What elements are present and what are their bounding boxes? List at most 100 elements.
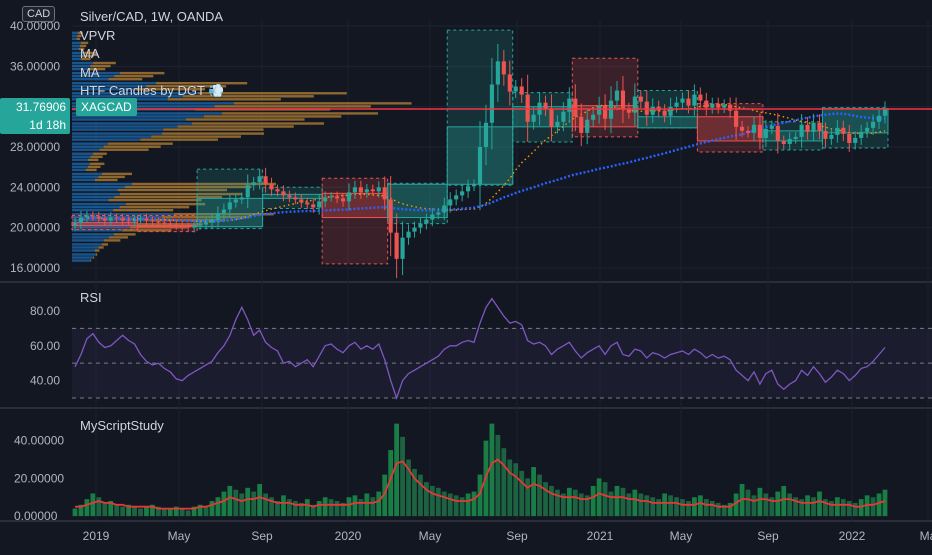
candle-body xyxy=(233,199,238,203)
candle-body xyxy=(317,201,322,208)
candle-body xyxy=(78,217,84,223)
candle-body xyxy=(388,199,393,233)
candle-body xyxy=(573,98,578,117)
study-bar xyxy=(763,493,769,517)
candle-body xyxy=(126,220,131,222)
volume-profile-up xyxy=(72,208,114,212)
candle-body xyxy=(323,197,328,202)
study-bar xyxy=(90,493,96,517)
volume-profile-up xyxy=(72,61,93,65)
htf-box-body xyxy=(762,130,823,142)
candle-body xyxy=(227,202,232,210)
study-bar xyxy=(245,487,251,517)
x-tick-label: 2021 xyxy=(587,529,614,543)
study-bar xyxy=(733,493,739,517)
indicator-vpvr[interactable]: VPVR xyxy=(80,27,116,43)
volume-profile-up xyxy=(72,145,104,148)
candle-body xyxy=(406,231,411,238)
volume-profile-up xyxy=(72,128,164,131)
volume-profile-down xyxy=(76,37,81,41)
volume-profile-down xyxy=(78,47,85,51)
candle-body xyxy=(340,198,346,202)
candle-body xyxy=(632,96,637,113)
study-bar xyxy=(418,474,423,517)
volume-profile-up xyxy=(72,239,104,242)
candle-body xyxy=(197,224,203,226)
price-candles xyxy=(72,43,888,279)
study-tick-label: 20.00000 xyxy=(14,471,64,485)
candle-body xyxy=(180,225,185,227)
volume-profile-up xyxy=(72,182,132,186)
volume-profile-up xyxy=(72,125,178,128)
volume-profile-up xyxy=(72,102,234,105)
study-bar xyxy=(543,482,548,517)
symbol-title[interactable]: Silver/CAD, 1W, OANDA xyxy=(80,9,224,24)
candle-body xyxy=(811,122,816,132)
study-bar xyxy=(453,495,459,517)
candle-body xyxy=(513,86,518,92)
study-bar xyxy=(686,501,691,517)
price-tick-label: 24.00000 xyxy=(10,180,60,194)
candle-body xyxy=(96,216,101,219)
indicator-ma-2[interactable]: MA xyxy=(80,64,100,80)
volume-profile-down xyxy=(161,216,250,219)
volume-profile-down xyxy=(77,34,82,38)
candle-body xyxy=(376,187,381,192)
volume-profile-up xyxy=(72,152,93,155)
volume-profile-up xyxy=(72,115,204,118)
candle-body xyxy=(710,103,715,108)
volume-profile-down xyxy=(94,178,118,182)
candle-body xyxy=(329,196,334,198)
indicator-ma-1[interactable]: MA xyxy=(80,46,100,61)
study-bar xyxy=(817,491,822,517)
study-line xyxy=(75,458,886,510)
indicator-htf-candles[interactable]: HTF Candles by DGT 💨 xyxy=(80,83,225,98)
study-bar xyxy=(400,436,405,517)
study-bar xyxy=(614,485,620,517)
study-bar xyxy=(275,501,280,517)
volume-profile-down xyxy=(102,172,132,176)
symbol-tag: XAGCAD xyxy=(76,98,137,116)
study-bar xyxy=(203,506,209,517)
price-tick-label: 20.00000 xyxy=(10,221,60,235)
study-bar xyxy=(441,491,447,517)
study-bar xyxy=(793,497,799,517)
candle-body xyxy=(781,140,786,144)
study-bar xyxy=(209,501,215,517)
study-bar xyxy=(424,482,429,517)
rsi-band-fill xyxy=(72,328,932,399)
currency-badge[interactable]: CAD xyxy=(22,6,56,22)
study-bar xyxy=(787,493,793,517)
study-bar xyxy=(191,506,197,517)
study-bar xyxy=(727,502,733,517)
candle-body xyxy=(501,61,506,75)
candle-body xyxy=(150,220,155,222)
volume-profile-up xyxy=(72,155,91,158)
study-bar xyxy=(292,501,298,517)
candle-body xyxy=(346,192,352,202)
study-bar xyxy=(167,508,173,517)
study-bar xyxy=(632,489,638,517)
rsi-title[interactable]: RSI xyxy=(80,290,102,305)
volume-profile-down xyxy=(102,243,108,246)
candle-body xyxy=(585,119,590,133)
study-title[interactable]: MyScriptStudy xyxy=(80,418,164,433)
volume-profile-up xyxy=(72,64,91,68)
volume-profile-up xyxy=(72,185,125,189)
volume-profile-up xyxy=(72,105,215,108)
volume-profile-down xyxy=(87,165,101,169)
candle-body xyxy=(739,126,745,131)
candle-body xyxy=(209,219,215,223)
candle-body xyxy=(299,199,304,203)
volume-profile-up xyxy=(72,246,99,249)
x-tick-label: 2022 xyxy=(839,529,866,543)
rsi-pane xyxy=(72,297,932,401)
volume-profile-down xyxy=(198,92,347,95)
candle-body xyxy=(626,108,631,113)
study-bar xyxy=(84,499,90,517)
candle-body xyxy=(251,182,256,186)
candle-body xyxy=(305,202,310,205)
candle-body xyxy=(734,110,739,127)
candle-body xyxy=(489,84,494,123)
